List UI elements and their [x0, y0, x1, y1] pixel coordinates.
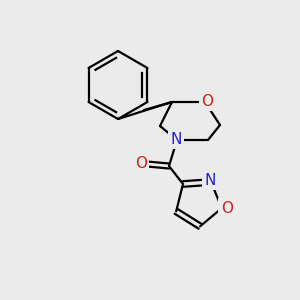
Text: N: N [170, 131, 182, 146]
Text: O: O [201, 94, 213, 109]
Text: O: O [135, 157, 147, 172]
Text: N: N [205, 172, 216, 188]
Text: O: O [221, 201, 233, 216]
